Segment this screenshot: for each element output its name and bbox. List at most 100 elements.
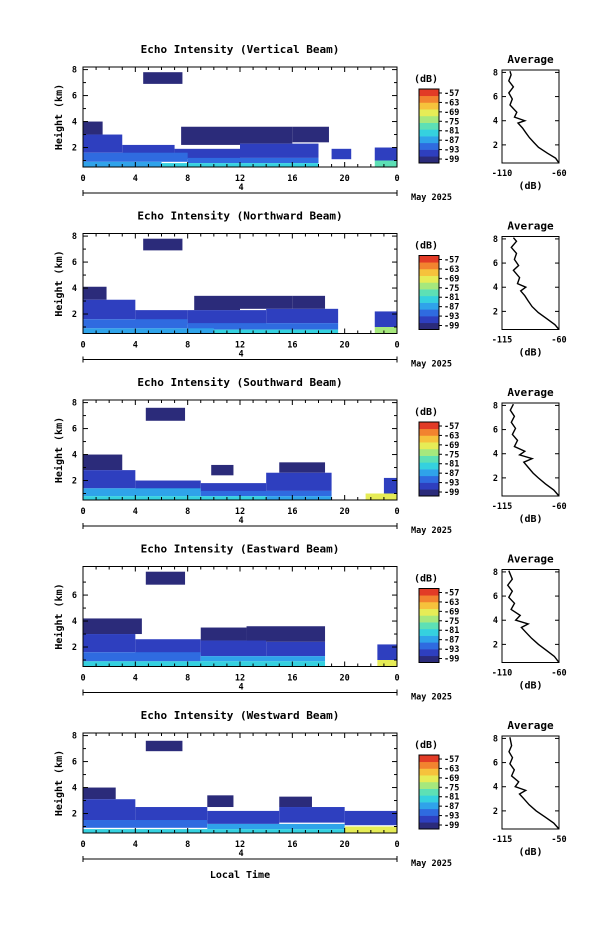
colorbar-swatch xyxy=(419,95,439,103)
average-y-tick-label: 8 xyxy=(493,568,498,578)
colorbar-swatch xyxy=(419,316,439,324)
average-y-tick-label: 8 xyxy=(493,734,498,744)
x-tick-label: 4 xyxy=(133,674,138,684)
y-tick-label: 4 xyxy=(72,284,77,294)
panel-4: Echo Intensity (Eastward Beam) 0 4 8 12 16 20 0… xyxy=(53,543,567,703)
y-tick-label: 8 xyxy=(72,732,77,742)
colorbar-tick-label: -69 xyxy=(444,108,459,118)
heatmap-cell xyxy=(365,493,397,500)
colorbar-tick-label: -99 xyxy=(444,821,459,831)
average-y-tick-label: 8 xyxy=(493,68,498,78)
colorbar-swatch xyxy=(419,136,439,144)
x-tick-label: 8 xyxy=(185,341,190,351)
y-tick-label: 6 xyxy=(72,591,77,601)
heatmap-cell xyxy=(181,126,240,145)
heatmap-cell xyxy=(240,143,319,158)
colorbar-swatch xyxy=(419,822,439,830)
colorbar-swatch xyxy=(419,102,439,110)
heatmap-cell xyxy=(240,126,293,144)
y-tick-label: 6 xyxy=(72,425,77,435)
x-tick-label: 4 xyxy=(133,341,138,351)
colorbar-tick-label: -81 xyxy=(444,626,459,636)
colorbar-swatch xyxy=(419,469,439,477)
heatmap-regions xyxy=(83,571,397,667)
x-tick-label: 0 xyxy=(80,674,85,684)
average-frame xyxy=(501,735,560,830)
colorbar-tick-label: -87 xyxy=(444,136,459,146)
colorbar-tick-label: -93 xyxy=(444,645,459,655)
colorbar-tick-label: -63 xyxy=(444,98,459,108)
panel-2: Echo Intensity (Northward Beam)0 4 8 12 16 20… xyxy=(53,210,567,370)
x-tick-label: 20 xyxy=(340,840,350,850)
colorbar-tick-label: -93 xyxy=(444,479,459,489)
colorbar-tick-label: -99 xyxy=(444,155,459,165)
colorbar-swatch xyxy=(419,262,439,270)
heatmap-cell xyxy=(240,295,293,309)
x-tick-label: 0 xyxy=(394,174,399,184)
heatmap-cell xyxy=(83,787,116,800)
heatmap-cell xyxy=(292,295,326,309)
y-tick-label: 2 xyxy=(72,643,77,653)
colorbar-tick-label: -69 xyxy=(444,274,459,284)
average-y-tick-label: 6 xyxy=(493,592,498,602)
x-tick-label: 12 xyxy=(235,840,245,850)
average-y-tick-label: 2 xyxy=(493,141,498,151)
colorbar-tick-label: -87 xyxy=(444,469,459,479)
average-title: Average xyxy=(507,719,554,732)
heatmap-cell xyxy=(374,147,397,161)
x-tick-label: 4 xyxy=(133,840,138,850)
x-tick-label: 16 xyxy=(287,174,297,184)
colorbar-swatch xyxy=(419,768,439,776)
y-tick-label: 4 xyxy=(72,451,77,461)
colorbar-swatch xyxy=(419,462,439,470)
average-frame xyxy=(501,236,560,330)
colorbar-swatch xyxy=(419,608,439,616)
colorbar: -57-63-69-75-81-87-93-99 xyxy=(418,88,459,165)
colorbar-tick-label: -81 xyxy=(444,793,459,803)
colorbar-swatch xyxy=(419,781,439,789)
colorbar-swatch xyxy=(419,815,439,823)
y-tick-label: 6 xyxy=(72,258,77,268)
colorbar-tick-label: -63 xyxy=(444,431,459,441)
panel-5: Echo Intensity (Westward Beam) 0 4 8 12 16 20 0… xyxy=(53,709,567,869)
x-tick-label: 16 xyxy=(287,674,297,684)
average-title: Average xyxy=(507,220,554,233)
average-y-tick-label: 8 xyxy=(493,235,498,245)
heatmap-cell xyxy=(331,148,352,160)
x-tick-label: 8 xyxy=(185,174,190,184)
colorbar-swatch xyxy=(419,142,439,150)
x-tick-label: 12 xyxy=(235,341,245,351)
colorbar-swatch xyxy=(419,309,439,317)
colorbar-swatch xyxy=(419,761,439,769)
average-x-tick-label: -110 xyxy=(492,669,512,679)
colorbar-swatch xyxy=(419,635,439,643)
x-tick-label: 0 xyxy=(80,341,85,351)
colorbar-swatch xyxy=(419,595,439,603)
heatmap-regions xyxy=(83,740,397,833)
y-tick-label: 2 xyxy=(72,144,77,154)
heatmap-cell xyxy=(200,490,332,497)
colorbar-swatch xyxy=(419,448,439,456)
heatmap-cell xyxy=(207,823,345,830)
average-y-tick-label: 4 xyxy=(493,283,498,293)
colorbar: -57-63-69-75-81-87-93-99 xyxy=(418,421,459,498)
panel-title: Echo Intensity (Westward Beam) xyxy=(141,709,340,722)
x-tick-label: 0 xyxy=(80,840,85,850)
colorbar-swatch xyxy=(419,442,439,450)
average-frame xyxy=(501,402,560,497)
x-tick-label: 16 xyxy=(287,507,297,517)
y-tick-label: 2 xyxy=(72,810,77,820)
colorbar-unit: (dB) xyxy=(414,407,438,418)
heatmap-cell xyxy=(83,152,188,162)
colorbar-tick-label: -87 xyxy=(444,802,459,812)
heatmap-cell xyxy=(83,799,136,821)
average-profile-line xyxy=(507,70,560,164)
x-tick-label: 0 xyxy=(80,174,85,184)
colorbar-swatch xyxy=(419,422,439,430)
colorbar-tick-label: -57 xyxy=(444,89,459,99)
colorbar-swatch xyxy=(419,428,439,436)
heatmap-cell xyxy=(135,639,201,655)
day-label: 4 xyxy=(238,849,243,859)
colorbar-tick-label: -99 xyxy=(444,322,459,332)
y-tick-label: 4 xyxy=(72,118,77,128)
